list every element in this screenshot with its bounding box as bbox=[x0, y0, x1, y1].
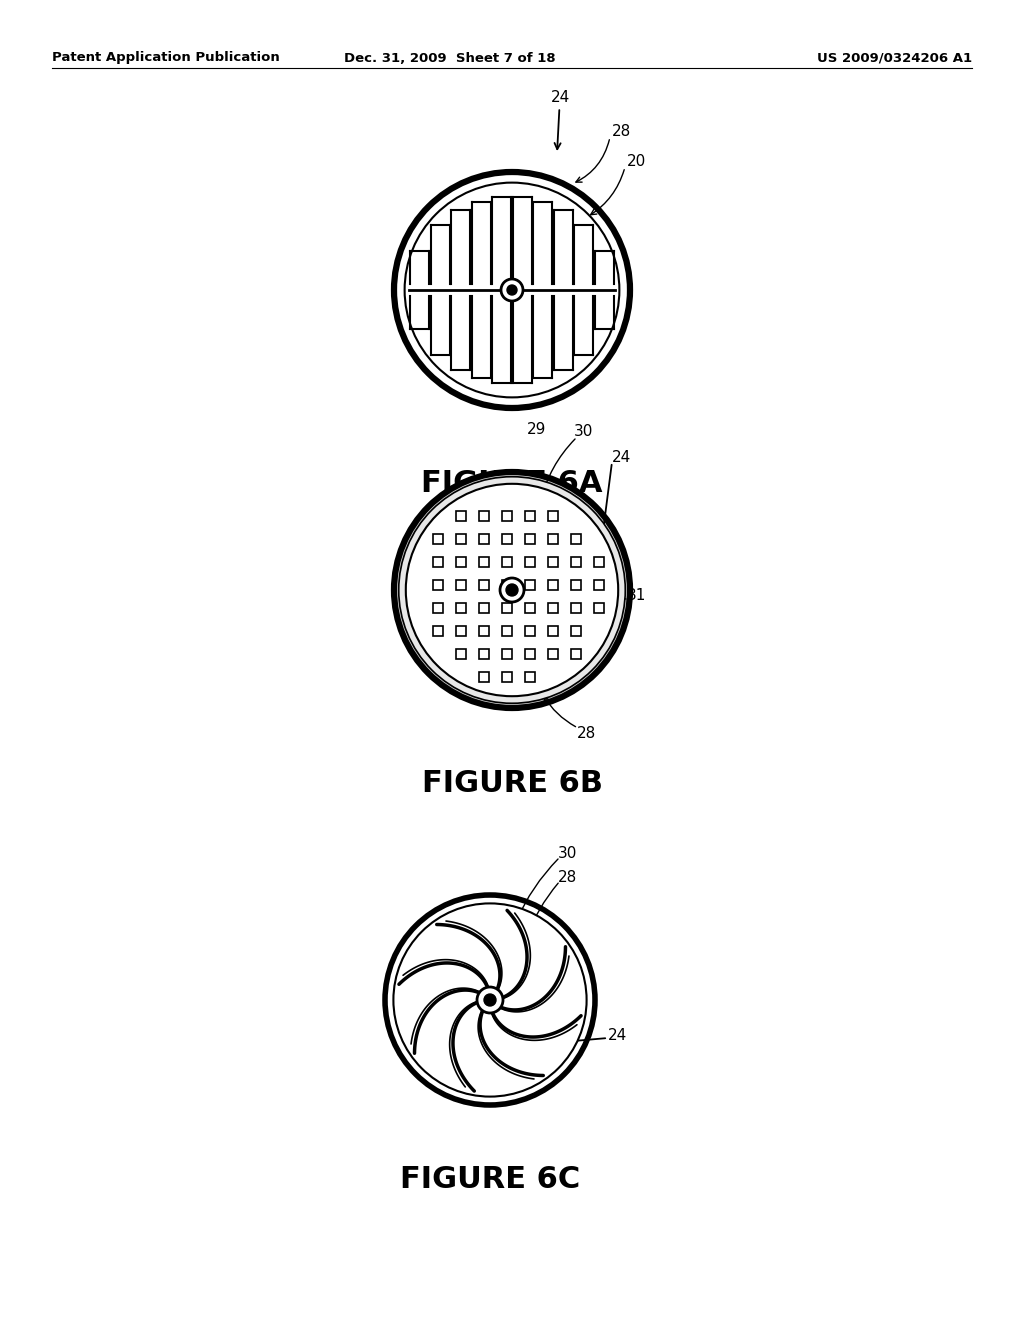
Bar bbox=[502, 557, 512, 568]
Bar bbox=[525, 603, 536, 614]
Text: Dec. 31, 2009  Sheet 7 of 18: Dec. 31, 2009 Sheet 7 of 18 bbox=[344, 51, 556, 65]
Bar bbox=[457, 603, 466, 614]
Bar bbox=[548, 557, 558, 568]
Bar bbox=[479, 511, 489, 521]
Bar bbox=[525, 672, 536, 682]
Circle shape bbox=[501, 279, 523, 301]
Bar bbox=[571, 581, 582, 590]
Bar bbox=[571, 626, 582, 636]
Text: 29: 29 bbox=[527, 422, 547, 437]
Circle shape bbox=[484, 994, 496, 1006]
Bar bbox=[502, 603, 512, 614]
Bar bbox=[433, 557, 443, 568]
Text: FIGURE 6B: FIGURE 6B bbox=[422, 768, 602, 797]
Circle shape bbox=[393, 903, 587, 1097]
Text: 24: 24 bbox=[612, 450, 631, 465]
Bar bbox=[525, 511, 536, 521]
Bar bbox=[479, 581, 489, 590]
Text: 28: 28 bbox=[612, 124, 631, 140]
Bar bbox=[548, 603, 558, 614]
Bar bbox=[502, 672, 512, 682]
Bar bbox=[479, 626, 489, 636]
Bar bbox=[479, 672, 489, 682]
Bar bbox=[502, 581, 512, 590]
Circle shape bbox=[398, 477, 626, 704]
Bar bbox=[525, 649, 536, 659]
Bar bbox=[457, 581, 466, 590]
Bar bbox=[571, 603, 582, 614]
Bar bbox=[433, 626, 443, 636]
Bar bbox=[548, 535, 558, 544]
Circle shape bbox=[500, 578, 524, 602]
Bar bbox=[525, 557, 536, 568]
Bar bbox=[594, 557, 604, 568]
Text: 31: 31 bbox=[627, 587, 646, 602]
Bar bbox=[502, 511, 512, 521]
Circle shape bbox=[507, 285, 517, 294]
Text: 28: 28 bbox=[577, 726, 596, 741]
Bar bbox=[502, 649, 512, 659]
Bar bbox=[433, 581, 443, 590]
Text: 30: 30 bbox=[574, 425, 593, 440]
Bar bbox=[594, 603, 604, 614]
Text: 28: 28 bbox=[558, 870, 578, 884]
Bar bbox=[479, 603, 489, 614]
Bar bbox=[548, 626, 558, 636]
Bar bbox=[548, 649, 558, 659]
Bar bbox=[502, 535, 512, 544]
Bar bbox=[479, 649, 489, 659]
Bar bbox=[525, 581, 536, 590]
Bar bbox=[457, 649, 466, 659]
Bar bbox=[594, 581, 604, 590]
Bar bbox=[571, 557, 582, 568]
Bar bbox=[571, 535, 582, 544]
Bar bbox=[457, 535, 466, 544]
Bar bbox=[433, 535, 443, 544]
Bar bbox=[548, 581, 558, 590]
Bar bbox=[525, 626, 536, 636]
Circle shape bbox=[477, 987, 503, 1012]
Text: 30: 30 bbox=[558, 846, 578, 861]
Bar bbox=[571, 649, 582, 659]
Text: US 2009/0324206 A1: US 2009/0324206 A1 bbox=[817, 51, 972, 65]
Text: FIGURE 6A: FIGURE 6A bbox=[421, 469, 603, 498]
Bar bbox=[479, 535, 489, 544]
Circle shape bbox=[406, 484, 618, 696]
Text: 20: 20 bbox=[627, 154, 646, 169]
Bar bbox=[457, 626, 466, 636]
Bar bbox=[502, 626, 512, 636]
Circle shape bbox=[394, 473, 630, 708]
Text: Patent Application Publication: Patent Application Publication bbox=[52, 51, 280, 65]
Bar bbox=[525, 535, 536, 544]
Text: FIGURE 6C: FIGURE 6C bbox=[400, 1166, 581, 1195]
Bar bbox=[433, 603, 443, 614]
Bar bbox=[457, 511, 466, 521]
Circle shape bbox=[404, 182, 620, 397]
Text: 24: 24 bbox=[608, 1027, 628, 1043]
Bar bbox=[479, 557, 489, 568]
Circle shape bbox=[506, 583, 518, 597]
Bar bbox=[548, 511, 558, 521]
Text: 24: 24 bbox=[550, 90, 569, 149]
Bar bbox=[457, 557, 466, 568]
